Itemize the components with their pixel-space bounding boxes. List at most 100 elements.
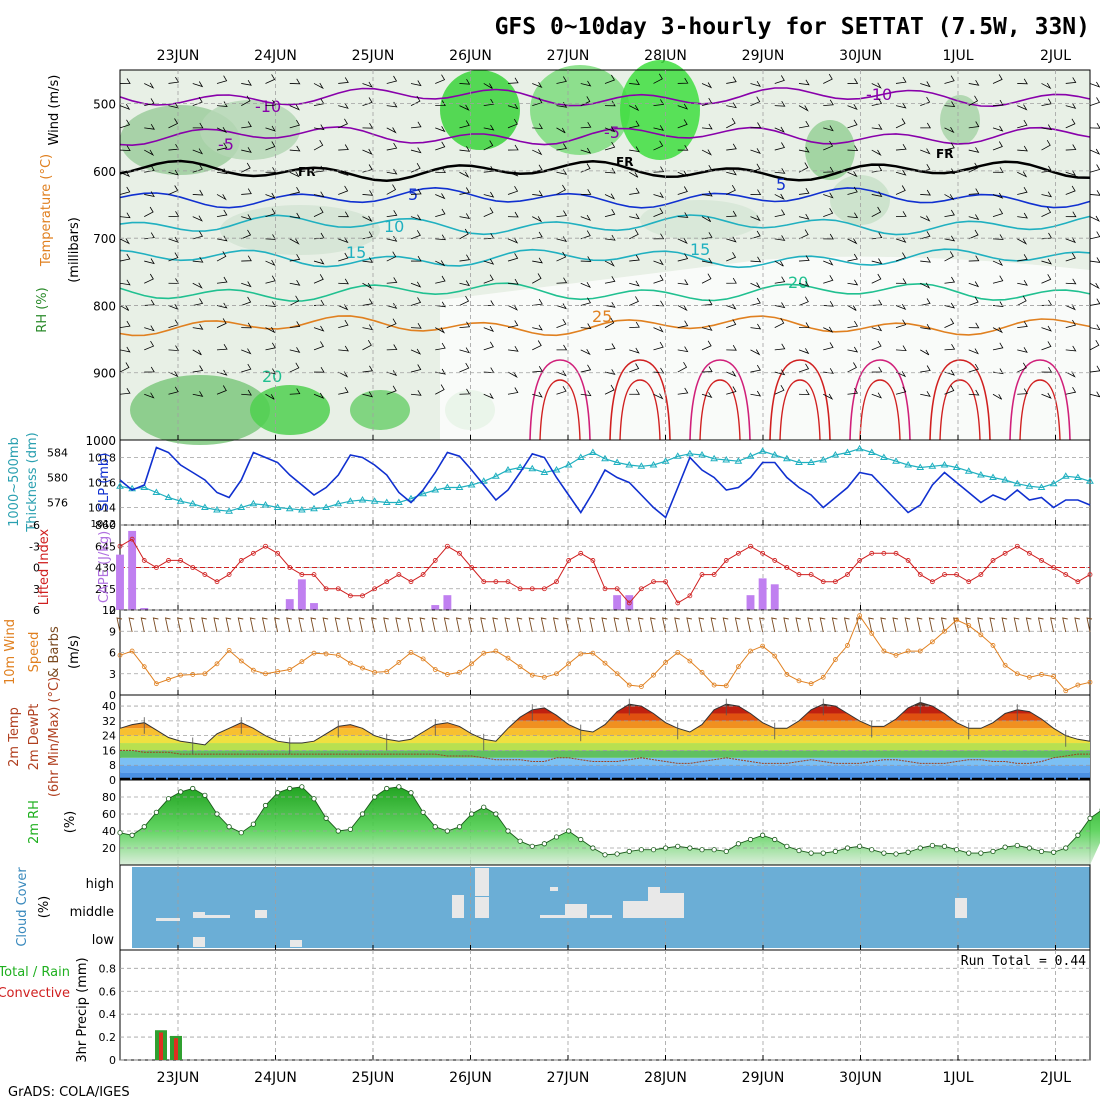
thickness-point (1086, 477, 1094, 484)
wind-barb (1089, 231, 1100, 240)
cloud-block (193, 912, 205, 918)
wind-barb (386, 277, 398, 284)
wind-barb (726, 303, 737, 310)
warm-isotherm (619, 379, 661, 441)
wind-barb (653, 140, 664, 151)
wind-barb (313, 366, 325, 373)
li-point (408, 579, 414, 585)
warm-isotherm (689, 359, 751, 441)
li-point (1051, 565, 1057, 570)
warm-isotherm (539, 379, 581, 441)
wind-speed-point (1087, 679, 1093, 685)
wind-barb (604, 193, 616, 200)
wind-barb (604, 234, 616, 241)
wind-barb (289, 279, 301, 286)
thickness-point (504, 466, 512, 473)
wind-barb-10m (322, 617, 329, 633)
wind-barb (798, 79, 810, 86)
wind-barb-10m (1050, 617, 1056, 633)
wind-barb (774, 142, 786, 151)
wind-barb (119, 346, 131, 353)
wind-barb (677, 279, 689, 285)
wind-barb (653, 233, 665, 240)
wind-barb (992, 234, 1004, 240)
wind-barb (823, 300, 834, 307)
wind-barb-10m (298, 617, 304, 633)
rh-point (214, 811, 220, 817)
thickness-line (119, 448, 1091, 512)
wind-barb-10m (201, 617, 207, 633)
li-point (614, 586, 620, 592)
tick-label: 0 (109, 774, 116, 787)
wind-barb (580, 281, 591, 289)
wind-barb (629, 229, 639, 240)
wind-speed-point (1075, 682, 1081, 688)
wind-barb (313, 274, 324, 284)
wind-barb (629, 146, 640, 153)
li-point (299, 572, 305, 577)
wind-barb-10m (771, 617, 777, 633)
wind-barb (556, 385, 567, 395)
wind-barb (289, 212, 301, 219)
tick-label: 500 (93, 98, 116, 112)
wind-barb (265, 125, 276, 132)
wind-barb (580, 230, 591, 240)
li-point (796, 572, 802, 577)
wind-barb (944, 194, 955, 201)
wind-barb (532, 216, 543, 223)
rh-point (396, 784, 402, 790)
li-point (505, 579, 511, 585)
day-label-top: 27JUN (547, 48, 590, 64)
li-point (990, 558, 996, 563)
li-point (347, 593, 353, 599)
wind-barb (1065, 144, 1077, 151)
wind-speed-point (529, 672, 535, 678)
thickness-point (419, 489, 428, 497)
wind-barb (289, 171, 300, 178)
li-point (723, 558, 729, 563)
wind-barb (726, 277, 737, 284)
rh-point (917, 845, 923, 851)
wind-barb (459, 362, 470, 373)
li-point (784, 565, 790, 570)
tick-label: 8 (109, 759, 116, 772)
wind-barb (895, 118, 906, 129)
wind-barb (119, 320, 131, 329)
wind-barb (653, 326, 664, 333)
wind-barb-10m (722, 617, 729, 633)
rh-point (529, 843, 535, 849)
wind-barb (992, 342, 1004, 351)
wind-barb-10m (674, 617, 680, 633)
wind-barb (823, 207, 834, 218)
wind-barb (362, 324, 374, 331)
wind-barb (944, 75, 955, 84)
li-point (893, 550, 899, 556)
wind-barb (338, 102, 349, 109)
wind-speed-point (493, 648, 499, 654)
wind-barb (507, 144, 519, 151)
cape-bar (746, 595, 755, 610)
li-point (1014, 543, 1020, 549)
temp-band (120, 702, 1090, 707)
axis-label: 1000~500mb (7, 437, 22, 527)
wind-barb (289, 186, 301, 195)
thickness-point (601, 454, 609, 462)
wind-barb (313, 139, 324, 151)
rh-point (165, 796, 172, 802)
thickness-point (273, 503, 282, 510)
wind-barb-10m (1037, 617, 1044, 633)
rh-point (456, 824, 463, 830)
wind-barb (823, 140, 834, 151)
wind-speed-point (735, 664, 741, 670)
cloud-block (623, 901, 648, 918)
wind-barb-10m (686, 617, 692, 633)
wind-barb (241, 121, 252, 129)
wind-barb (168, 236, 179, 243)
wind-barb (144, 123, 155, 130)
wind-barb (168, 211, 180, 218)
wind-barb (798, 229, 809, 240)
wind-barb-10m (783, 617, 789, 633)
wind-speed-point (129, 648, 135, 654)
warm-isotherm (939, 379, 981, 441)
wind-barb-10m (940, 617, 947, 633)
